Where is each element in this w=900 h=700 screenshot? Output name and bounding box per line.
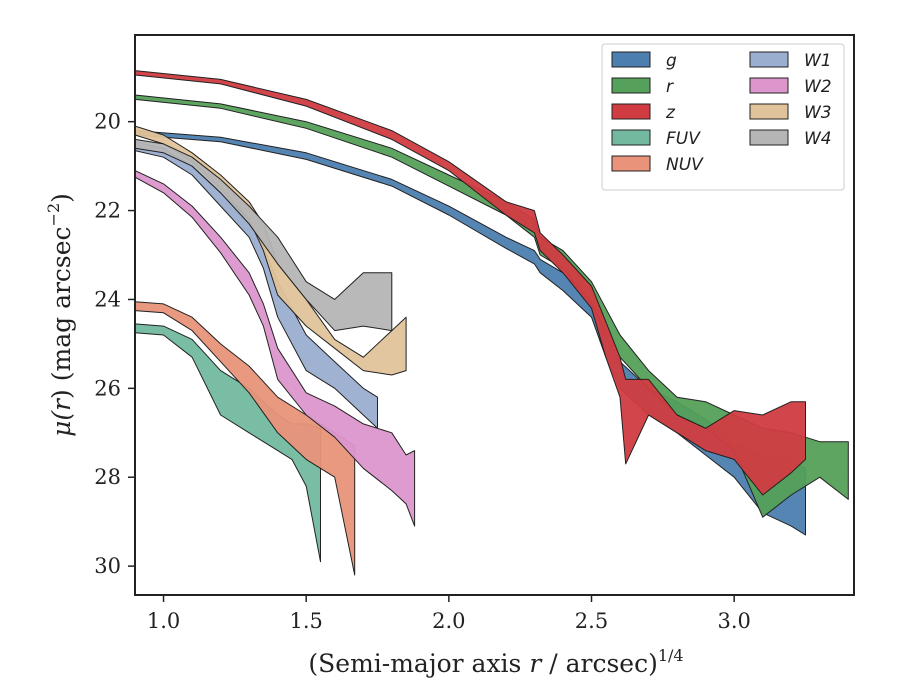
y-axis-label-unit: ) (mag arcsec [47,226,76,399]
legend-swatch-z [611,103,651,120]
legend: grz FUV NUV W1 W2 W3 W4 [601,43,845,191]
x-tick-label: 1.0 [147,609,180,633]
legend-label-w4: W4 [804,129,832,149]
y-axis-label-exponent: −2 [44,203,63,227]
band-z [134,70,806,496]
legend-swatch-fuv [611,129,651,146]
legend-swatch-g [611,51,651,68]
band-nuv [134,301,356,576]
x-tick-label: 2.0 [432,609,465,633]
y-tick-label: 26 [94,376,121,400]
x-axis-label-unit: / arcsec) [541,649,658,678]
legend-swatch-w4 [749,129,789,146]
legend-label-nuv: NUV [666,155,704,175]
x-axis-label-var: r [529,649,543,678]
legend-label-r: r [666,77,674,97]
band-w2 [134,170,416,527]
legend-swatch-w3 [749,103,789,120]
legend-label-fuv: FUV [666,129,701,149]
x-tick-label: 2.5 [575,609,608,633]
y-tick-label: 22 [94,199,121,223]
y-tick-label: 30 [94,554,121,578]
y-tick-label: 20 [94,110,121,134]
legend-swatch-w1 [749,51,789,68]
y-tick-label: 28 [94,465,121,489]
y-axis-label-mu: μ( [47,410,76,437]
y-axis-label: μ(r) (mag arcsec−2) [44,193,76,437]
legend-label-w2: W2 [804,77,832,97]
legend-swatch-nuv [611,155,651,172]
x-axis-label-exponent: 1/4 [658,646,684,665]
legend-label-w1: W1 [804,51,832,71]
x-axis-label: (Semi-major axis r / arcsec)1/4 [308,646,683,678]
plot-frame [134,34,855,596]
legend-label-w3: W3 [804,103,832,123]
band-g [134,130,806,536]
x-axis: 1.0 1.5 2.0 2.5 3.0 [147,595,751,633]
legend-label-g: g [666,51,677,71]
legend-swatch-r [611,77,651,94]
band-fuv [134,323,321,563]
band-w4 [134,138,393,332]
y-axis: 20 22 24 26 28 30 [94,110,135,578]
y-axis-label-close: ) [47,193,76,203]
x-tick-label: 1.5 [289,609,322,633]
y-tick-label: 24 [94,287,121,311]
bands-layer [134,70,849,576]
legend-swatch-w2 [749,77,789,94]
y-axis-label-var: r [47,397,76,411]
legend-label-z: z [665,103,676,123]
x-axis-label-main: (Semi-major axis [308,649,529,678]
x-tick-label: 3.0 [717,609,750,633]
